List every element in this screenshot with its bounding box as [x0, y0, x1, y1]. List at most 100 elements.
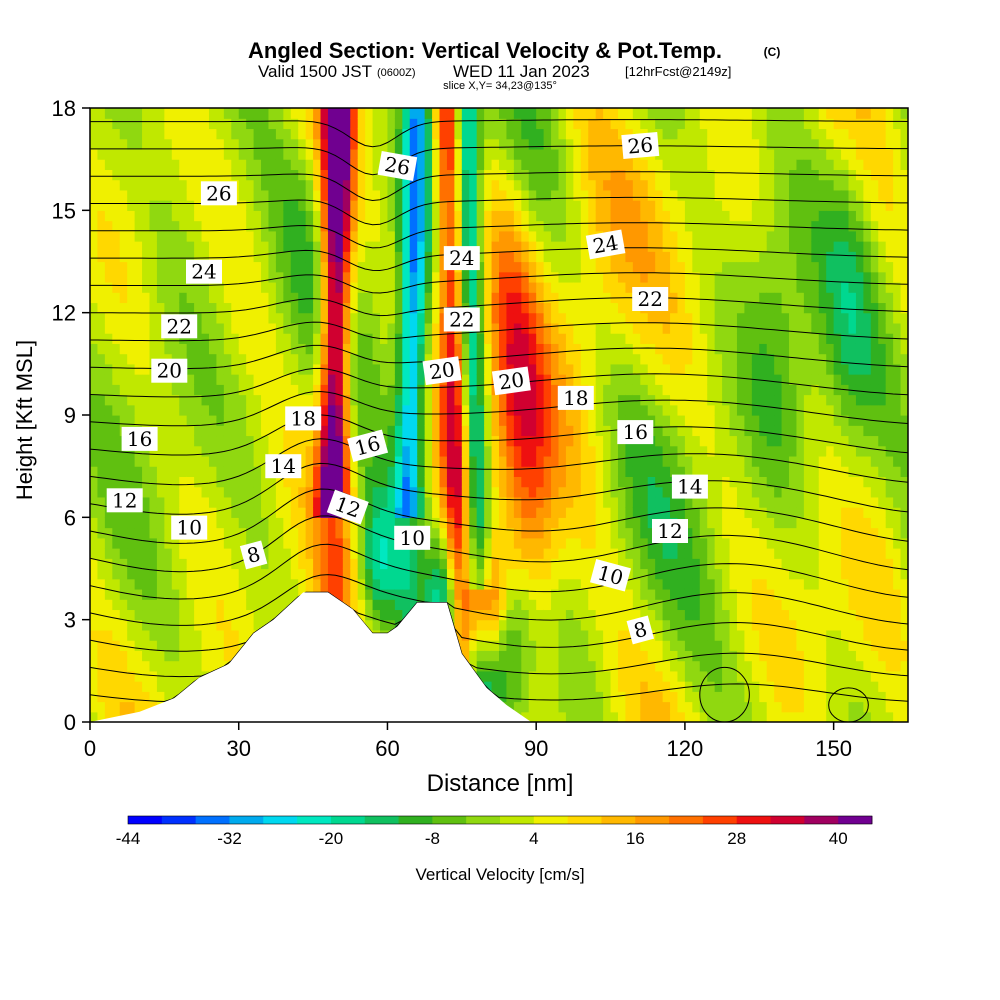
colorbar-label: Vertical Velocity [cm/s] [415, 865, 584, 884]
chart-subtitle-utc: (0600Z) [377, 67, 416, 79]
contour-label: 8 [239, 540, 268, 570]
contour-label: 12 [106, 488, 143, 513]
contour-label-text: 18 [563, 386, 588, 410]
contour-label-text: 10 [399, 526, 424, 550]
contour-label-box [590, 559, 631, 592]
plot-area: 26 24 22 20 16 12 10 8 18 14 16 12 26 24 22 20 20 10 26 24 2… [52, 96, 909, 761]
theta-contour-line [90, 390, 908, 427]
contour-label-box [265, 454, 302, 479]
contour-label-text: 24 [449, 246, 474, 270]
colorbar-tick-label: -8 [425, 829, 440, 848]
theta-contour-line [90, 297, 908, 317]
contour-label-text: 20 [497, 367, 526, 394]
colorbar-swatch [567, 816, 602, 824]
colorbar-swatch [838, 816, 873, 824]
theta-contour-line [90, 272, 908, 294]
y-tick-label: 18 [52, 96, 76, 121]
colorbar-tick-label: 4 [529, 829, 538, 848]
contour-label-box [121, 426, 158, 451]
chart-subtitle-fcst: [12hrFcst@2149z] [625, 64, 731, 79]
contour-label-text: 20 [428, 357, 457, 384]
contour-label: 24 [585, 229, 626, 260]
colorbar-swatch [195, 816, 230, 824]
colorbar-swatch [161, 816, 197, 824]
contour-label: 18 [285, 406, 322, 431]
contour-label: 12 [652, 519, 688, 543]
chart-subtitle-prefix: Valid 1500 JST [258, 62, 372, 81]
contour-label-box [617, 420, 654, 445]
theta-contour-line [90, 119, 908, 148]
contour-label: 18 [557, 385, 594, 410]
colorbar-swatch [229, 816, 264, 824]
x-tick-label: 0 [84, 736, 96, 761]
theta-contour-line [90, 321, 908, 342]
colorbar-swatch [770, 816, 805, 824]
x-tick-label: 150 [815, 736, 852, 761]
colorbar-swatch [432, 816, 467, 824]
colorbar-swatch [330, 816, 366, 824]
contour-label-box [171, 515, 208, 540]
contour-label-text: 22 [637, 287, 662, 311]
colorbar-frame [127, 815, 873, 825]
colorbar-swatch [297, 816, 332, 824]
contour-label-box [585, 229, 626, 260]
contour-label: 16 [121, 426, 158, 451]
contour-label-box [491, 366, 531, 396]
theta-contour-line [90, 574, 908, 626]
y-tick-label: 15 [52, 198, 76, 223]
contour-label-text: 16 [623, 420, 648, 444]
contour-label-text: 12 [657, 519, 682, 543]
colorbar-swatch [804, 816, 839, 824]
contour-label-box [443, 246, 480, 271]
contour-label-text: 8 [244, 542, 263, 568]
y-tick-label: 0 [64, 710, 76, 735]
colorbar-tick-label: -44 [116, 829, 141, 848]
contour-label-text: 22 [166, 314, 191, 338]
theta-contour-line [699, 666, 750, 722]
contour-label-box [632, 287, 669, 311]
contour-label-box [443, 307, 480, 332]
theta-contour-line [90, 462, 908, 515]
contour-label-text: 26 [383, 152, 412, 180]
contour-label-box [652, 519, 688, 543]
colorbar-swatch [635, 816, 670, 824]
contour-label-box [106, 488, 143, 513]
theta-contour-line [90, 344, 908, 370]
theta-contour-line [90, 222, 908, 249]
contour-label: 22 [443, 307, 480, 332]
theta-contour-line [90, 591, 908, 652]
theta-contour-line [90, 488, 908, 544]
contour-label-text: 10 [176, 516, 201, 540]
contour-label: 24 [186, 259, 222, 284]
slice-label: slice X,Y= 34,23@135° [443, 80, 557, 92]
terrain [90, 592, 908, 724]
x-axis-label: Distance [nm] [427, 770, 574, 797]
contour-label: 20 [422, 356, 462, 386]
theta-contour-line [90, 171, 908, 202]
colorbar-swatch [398, 816, 433, 824]
theta-contour-line [90, 247, 908, 272]
contour-label: 26 [621, 131, 660, 160]
contour-label-text: 26 [206, 181, 231, 205]
colorbar-tick-label: -32 [217, 829, 242, 848]
x-tick-label: 60 [375, 736, 399, 761]
contour-label-box [394, 525, 431, 550]
chart-title: Angled Section: Vertical Velocity & Pot.… [248, 38, 722, 63]
contour-labels: 26 24 22 20 16 12 10 8 18 14 16 12 26 24 22 20 20 10 26 24 2… [106, 131, 708, 645]
contour-label-text: 20 [157, 359, 182, 383]
contour-label: 24 [443, 246, 480, 271]
contour-label: 14 [671, 474, 708, 499]
contour-label-text: 18 [290, 406, 315, 430]
theta-contour-line [90, 591, 908, 678]
contour-label: 26 [200, 181, 237, 206]
colorbar-swatch [601, 816, 636, 824]
contour-label-text: 14 [271, 454, 296, 478]
contour-label: 16 [347, 429, 389, 462]
y-tick-label: 6 [64, 505, 76, 530]
x-tick-label: 30 [226, 736, 250, 761]
colorbar-swatch [669, 816, 704, 824]
contour-label-text: 14 [677, 475, 702, 499]
contour-label-box [671, 474, 708, 499]
y-tick-label: 12 [52, 301, 76, 326]
